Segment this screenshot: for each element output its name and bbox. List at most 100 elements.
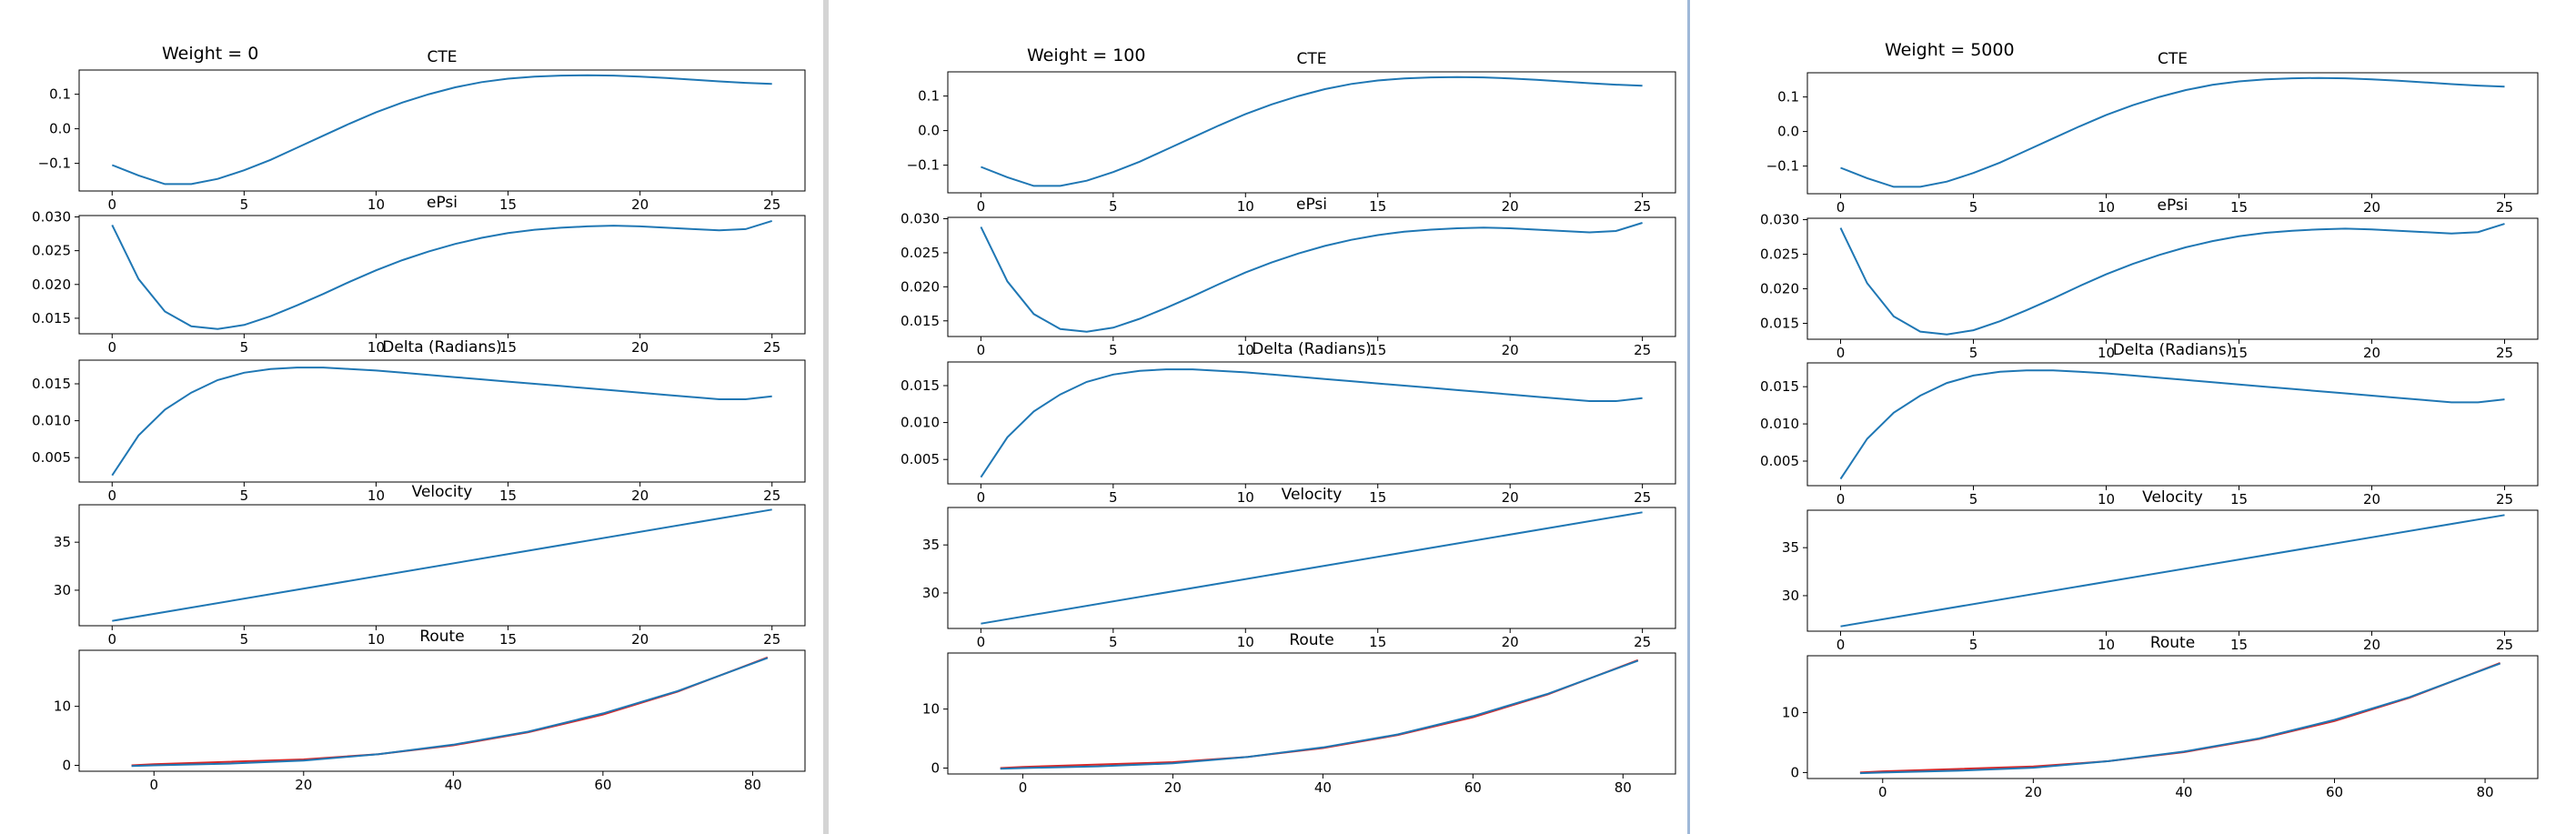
subplot-title: Velocity: [412, 483, 473, 501]
x-tick-label: 25: [2496, 199, 2513, 216]
x-tick-label: 25: [763, 631, 780, 648]
y-tick-label: 30: [922, 585, 940, 601]
x-tick-label: 0: [977, 342, 986, 358]
x-tick-label: 80: [744, 777, 761, 793]
figure-title: Weight = 100: [1027, 45, 1145, 65]
x-tick-label: 5: [240, 339, 249, 356]
subplot-delta: Delta (Radians) 0 5 10 15 20 25 0.005 0.010 0.015: [1760, 341, 2539, 507]
x-tick-label: 15: [2230, 491, 2248, 507]
y-tick-label: 10: [54, 698, 71, 715]
x-tick-label: 10: [2098, 199, 2115, 216]
x-tick-label: 5: [1109, 489, 1118, 506]
x-tick-label: 20: [1502, 634, 1519, 650]
x-tick-label: 0: [1019, 779, 1028, 796]
x-tick-label: 20: [631, 487, 649, 504]
x-tick-label: 5: [240, 196, 249, 213]
x-tick-label: 15: [2230, 637, 2248, 653]
subplot-title: ePsi: [427, 194, 458, 212]
x-tick-label: 10: [1237, 489, 1254, 506]
x-tick-label: 20: [2363, 345, 2380, 361]
x-tick-label: 5: [240, 631, 249, 648]
x-tick-label: 40: [2175, 784, 2192, 800]
x-tick-label: 25: [1634, 198, 1651, 215]
subplot-title: Delta (Radians): [2113, 341, 2232, 359]
y-tick-label: 0.030: [901, 210, 940, 226]
x-tick-label: 20: [631, 631, 649, 648]
x-tick-label: 15: [1369, 489, 1386, 506]
x-tick-label: 0: [149, 777, 158, 793]
subplot-cte: CTE 0 5 10 15 20 25 −0.1 0.0 0.1: [38, 48, 806, 213]
series-line-epsi: [111, 219, 772, 330]
subplot-epsi: ePsi 0 5 10 15 20 25 0.015 0.020 0.025 0.030: [1760, 196, 2539, 361]
axes-frame: [1806, 72, 2539, 195]
route-line-blue: [131, 657, 769, 768]
x-tick-label: 10: [1237, 198, 1254, 215]
x-tick-label: 25: [1634, 342, 1651, 358]
subplot-route: Route 0 20 40 60 80 0 10: [922, 631, 1676, 796]
x-tick-label: 5: [1109, 198, 1118, 215]
subplot-velocity: Velocity 0 5 10 15 20 25 30 35: [1782, 488, 2539, 653]
series-line-epsi: [1839, 223, 2505, 336]
series-line-velocity: [112, 508, 772, 622]
window-divider-right[interactable]: [1687, 0, 1690, 834]
series-line-velocity: [1840, 514, 2505, 628]
y-tick-label: 10: [1782, 705, 1799, 721]
x-tick-label: 15: [2230, 345, 2248, 361]
subplot-cte: CTE 0 5 10 15 20 25 −0.1 0.0 0.1: [1766, 50, 2539, 216]
axes-frame: [78, 69, 806, 192]
subplot-title: Route: [2150, 634, 2195, 652]
y-tick-label: 0.015: [32, 310, 71, 327]
y-tick-label: 30: [1782, 588, 1799, 604]
subplot-velocity: Velocity 0 5 10 15 20 25 30 35: [54, 483, 806, 648]
subplot-title: Route: [1289, 631, 1333, 649]
subplot-route: Route 0 20 40 60 80 0 10: [1782, 634, 2539, 800]
x-tick-label: 20: [1502, 198, 1519, 215]
axes-frame: [1806, 217, 2539, 340]
subplot-epsi: ePsi 0 5 10 15 20 25 0.015 0.020 0.025 0.030: [32, 194, 806, 356]
subplot-title: Velocity: [1282, 486, 1343, 504]
x-tick-label: 5: [1109, 342, 1118, 358]
x-tick-label: 10: [2098, 491, 2115, 507]
x-tick-label: 40: [445, 777, 462, 793]
y-tick-label: 0.005: [32, 449, 71, 466]
y-tick-label: 0.020: [32, 276, 71, 293]
x-tick-label: 15: [1369, 198, 1386, 215]
y-tick-label: 0.015: [901, 313, 940, 329]
y-tick-label: 0.030: [32, 208, 71, 225]
x-tick-label: 10: [367, 631, 385, 648]
subplot-title: CTE: [428, 48, 458, 66]
series-line-delta: [111, 367, 772, 477]
y-tick-label: 0.1: [1777, 89, 1799, 106]
x-tick-label: 25: [2496, 637, 2513, 653]
figure-2: Weight = 100 CTE 0 5 10 15 20 25 −0.1 0.0 0.1 ePsi 0…: [901, 45, 1676, 796]
y-tick-label: −0.1: [38, 156, 71, 172]
x-tick-label: 15: [499, 196, 517, 213]
x-tick-label: 60: [2326, 784, 2343, 800]
y-tick-label: 0.010: [32, 413, 71, 429]
y-tick-label: 0: [931, 760, 940, 777]
axes-frame: [1806, 655, 2539, 779]
y-tick-label: 0.1: [49, 86, 71, 103]
x-tick-label: 0: [107, 487, 116, 504]
x-tick-label: 0: [1836, 491, 1846, 507]
x-tick-label: 25: [2496, 491, 2513, 507]
subplot-title: CTE: [1297, 50, 1327, 68]
x-tick-label: 20: [2363, 199, 2380, 216]
y-tick-label: 35: [922, 537, 940, 553]
x-tick-label: 0: [977, 198, 986, 215]
axes-frame: [78, 215, 806, 335]
window-divider-left: [823, 0, 829, 834]
x-tick-label: 10: [1237, 342, 1254, 358]
x-tick-label: 10: [2098, 637, 2115, 653]
x-tick-label: 20: [631, 196, 649, 213]
x-tick-label: 15: [1369, 634, 1386, 650]
y-tick-label: 0.015: [32, 376, 71, 392]
y-tick-label: 0.020: [901, 278, 940, 295]
y-tick-label: 0.015: [1760, 378, 1799, 395]
x-tick-label: 0: [107, 339, 116, 356]
x-tick-label: 20: [1164, 779, 1182, 796]
y-tick-label: 0.025: [901, 245, 940, 261]
y-tick-label: −0.1: [907, 157, 940, 174]
route-line-blue: [1859, 662, 2501, 775]
